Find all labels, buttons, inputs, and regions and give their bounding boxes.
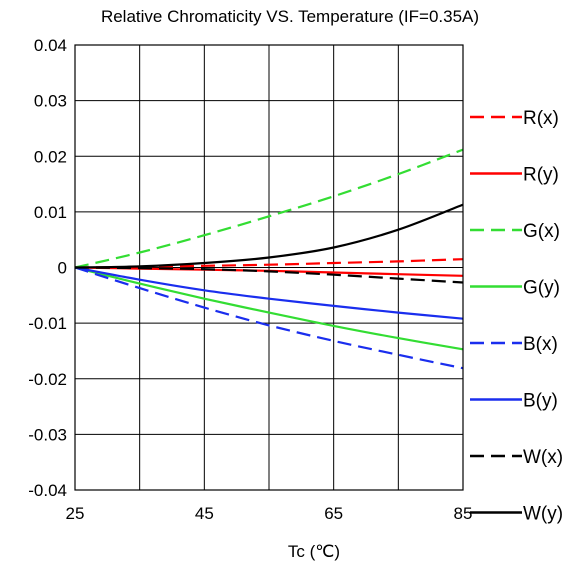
- y-tick-labels: 0.04 0.03 0.02 0.01 0 -0.01 -0.02 -0.03 -0.04: [28, 36, 67, 500]
- legend-item-g-y: G(y): [470, 278, 560, 299]
- x-tick-labels: 25 45 65 85: [66, 504, 473, 523]
- legend-item-w-x: W(x): [470, 447, 563, 468]
- series-line-b-y: [74, 266, 464, 320]
- legend-item-b-y: B(y): [470, 391, 558, 412]
- y-tick-label: -0.02: [28, 370, 67, 389]
- legend-label: R(x): [523, 108, 559, 129]
- y-tick-label: 0.04: [34, 36, 67, 55]
- legend-label: G(y): [523, 278, 560, 299]
- y-tick-label: 0: [58, 259, 67, 278]
- series-line-g-y: [74, 266, 464, 351]
- legend-item-g-x: G(x): [470, 221, 560, 242]
- legend-item-r-y: R(y): [470, 165, 559, 186]
- legend-label: R(y): [523, 165, 559, 186]
- legend-label: G(x): [523, 221, 560, 242]
- y-tick-label: -0.04: [28, 481, 67, 500]
- chart-title: Relative Chromaticity VS. Temperature (I…: [101, 7, 479, 26]
- legend: R(x) R(y) G(x) G(y) B(x) B(y) W(x) W(y): [470, 108, 563, 525]
- legend-label: B(x): [523, 334, 558, 355]
- series-line-w-x: [74, 266, 464, 284]
- x-tick-label: 45: [195, 504, 214, 523]
- legend-item-r-x: R(x): [470, 108, 559, 129]
- y-tick-label: 0.02: [34, 147, 67, 166]
- legend-label: W(y): [523, 504, 563, 525]
- legend-item-w-y: W(y): [470, 504, 563, 525]
- x-tick-label: 25: [66, 504, 85, 523]
- x-tick-label: 65: [324, 504, 343, 523]
- y-tick-label: -0.01: [28, 314, 67, 333]
- plot-frame: [74, 44, 464, 491]
- legend-item-b-x: B(x): [470, 334, 558, 355]
- y-tick-label: 0.03: [34, 92, 67, 111]
- series-line-w-y: [74, 203, 464, 269]
- legend-label: W(x): [523, 447, 563, 468]
- series-line-b-x: [74, 266, 464, 370]
- series-line-g-x: [74, 148, 464, 269]
- legend-label: B(y): [523, 391, 558, 412]
- x-axis-label: Tc (℃): [288, 542, 340, 561]
- series-layer: [74, 148, 464, 370]
- x-tick-label: 85: [454, 504, 473, 523]
- y-tick-label: -0.03: [28, 425, 67, 444]
- y-tick-label: 0.01: [34, 203, 67, 222]
